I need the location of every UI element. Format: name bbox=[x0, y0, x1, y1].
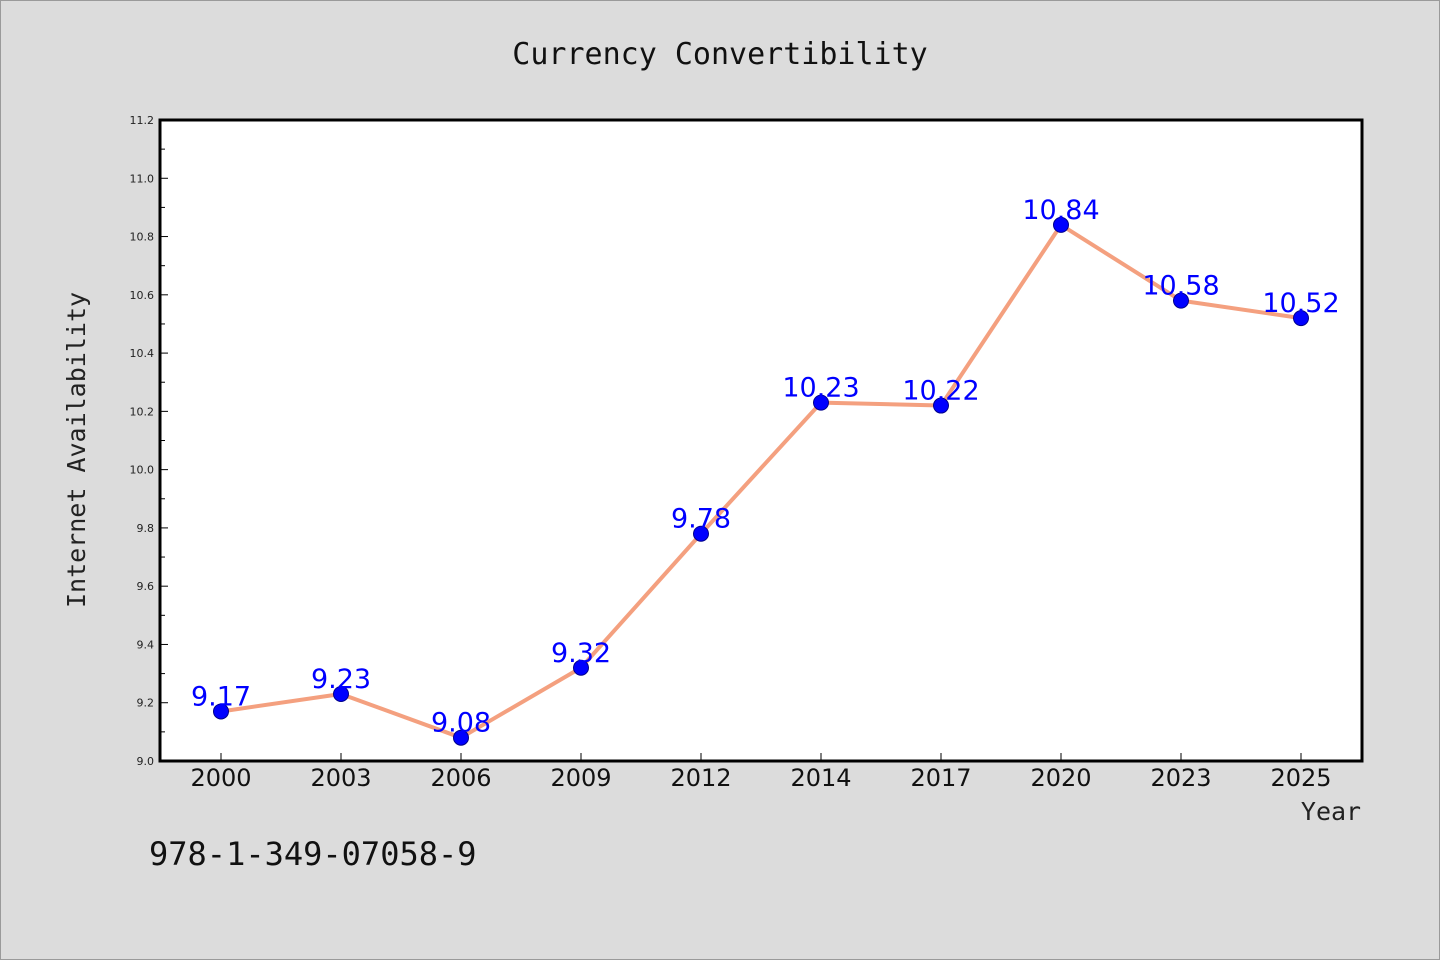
data-point bbox=[1053, 216, 1069, 233]
y-axis-label: Internet Availability bbox=[62, 292, 91, 608]
y-tick-label: 9.8 bbox=[137, 522, 155, 535]
data-point bbox=[1173, 292, 1189, 309]
data-labels: 9.17 9.23 9.08 9.32 9.78 10.23 10.22 10.84 10.58… bbox=[191, 195, 1340, 739]
y-tick-label: 10.8 bbox=[130, 231, 155, 244]
chart-title: Currency Convertibility bbox=[512, 37, 927, 72]
series-line-segment bbox=[819, 400, 943, 408]
x-axis-label: Year bbox=[1301, 797, 1361, 826]
y-tick-label: 10.4 bbox=[130, 347, 155, 360]
y-tick-label: 11.2 bbox=[130, 114, 155, 127]
series-line-segment bbox=[1059, 222, 1183, 303]
data-label: 10.23 bbox=[782, 373, 859, 404]
data-label: 10.58 bbox=[1142, 271, 1219, 302]
data-label: 9.08 bbox=[431, 708, 491, 739]
series-line-segment bbox=[699, 400, 823, 536]
footer-isbn: 978-1-349-07058-9 bbox=[149, 835, 477, 873]
data-point bbox=[213, 703, 229, 720]
data-label: 9.17 bbox=[191, 681, 251, 712]
series-line-segment bbox=[339, 691, 463, 740]
plot-area bbox=[158, 118, 1364, 763]
series-markers bbox=[213, 216, 1309, 746]
x-tick-label: 2000 bbox=[190, 764, 251, 792]
data-label: 10.22 bbox=[902, 376, 979, 407]
series-line-segment bbox=[459, 665, 583, 740]
y-tick-label: 10.6 bbox=[130, 289, 155, 302]
x-tick-label: 2006 bbox=[430, 764, 491, 792]
x-tick-label: 2025 bbox=[1270, 764, 1331, 792]
x-tick-label: 2009 bbox=[550, 764, 611, 792]
data-point bbox=[573, 659, 589, 676]
x-tick-label: 2020 bbox=[1030, 764, 1091, 792]
y-tick-label: 9.6 bbox=[137, 580, 155, 593]
x-tick-label: 2023 bbox=[1150, 764, 1211, 792]
data-label: 9.78 bbox=[671, 504, 731, 535]
series-line bbox=[219, 222, 1303, 740]
x-tick-label: 2003 bbox=[310, 764, 371, 792]
data-label: 9.32 bbox=[551, 638, 611, 669]
series-line-segment bbox=[579, 531, 703, 670]
data-point bbox=[813, 394, 829, 411]
x-axis: 2000 2003 2006 2009 2012 2014 2017 2020 2023 2025 bbox=[190, 753, 1332, 792]
data-label: 10.84 bbox=[1022, 195, 1099, 226]
data-point bbox=[933, 397, 949, 414]
series-line-segment bbox=[219, 691, 343, 714]
series-line-segment bbox=[939, 222, 1063, 408]
x-tick-label: 2014 bbox=[790, 764, 851, 792]
data-label: 10.52 bbox=[1262, 288, 1339, 319]
y-tick-label: 11.0 bbox=[130, 172, 155, 185]
y-axis: 9.0 9.2 9.4 9.6 9.8 10.0 10.2 10.4 10.6 10.8 11.0 1… bbox=[130, 114, 168, 768]
data-point bbox=[1293, 310, 1309, 327]
y-tick-label: 10.2 bbox=[130, 405, 155, 418]
data-point bbox=[333, 685, 349, 702]
y-tick-label: 10.0 bbox=[130, 464, 155, 477]
x-tick-label: 2012 bbox=[670, 764, 731, 792]
y-tick-label: 9.0 bbox=[137, 755, 155, 768]
y-tick-label: 9.2 bbox=[137, 697, 155, 710]
series-line-segment bbox=[1179, 298, 1303, 321]
x-tick-label: 2017 bbox=[910, 764, 971, 792]
data-label: 9.23 bbox=[311, 664, 371, 695]
data-point bbox=[453, 729, 469, 746]
y-tick-label: 9.4 bbox=[137, 638, 155, 651]
data-point bbox=[693, 525, 709, 542]
